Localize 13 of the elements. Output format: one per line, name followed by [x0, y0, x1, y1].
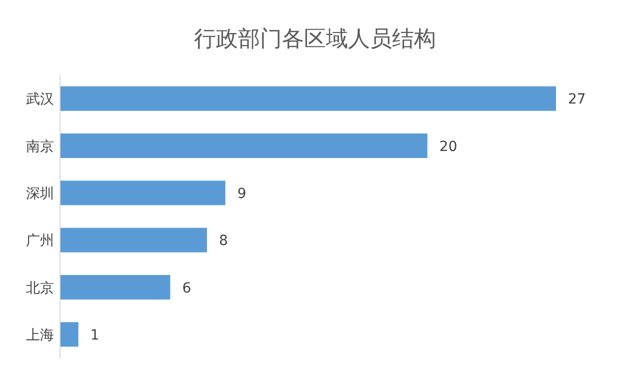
category-label: 上海 [26, 327, 54, 344]
data-label: 8 [218, 233, 228, 250]
category-label: 北京 [26, 280, 54, 296]
category-label: 广州 [26, 233, 54, 250]
category-label: 南京 [26, 138, 54, 155]
data-label: 27 [568, 92, 586, 108]
data-label: 9 [237, 186, 246, 202]
title: 行政部门各区域人员结构 [194, 27, 436, 52]
category-label: 深圳 [26, 186, 54, 202]
category-label: 武汉 [26, 92, 54, 108]
data-label: 6 [182, 280, 192, 296]
data-label: 1 [90, 327, 100, 344]
data-label: 20 [439, 138, 458, 155]
